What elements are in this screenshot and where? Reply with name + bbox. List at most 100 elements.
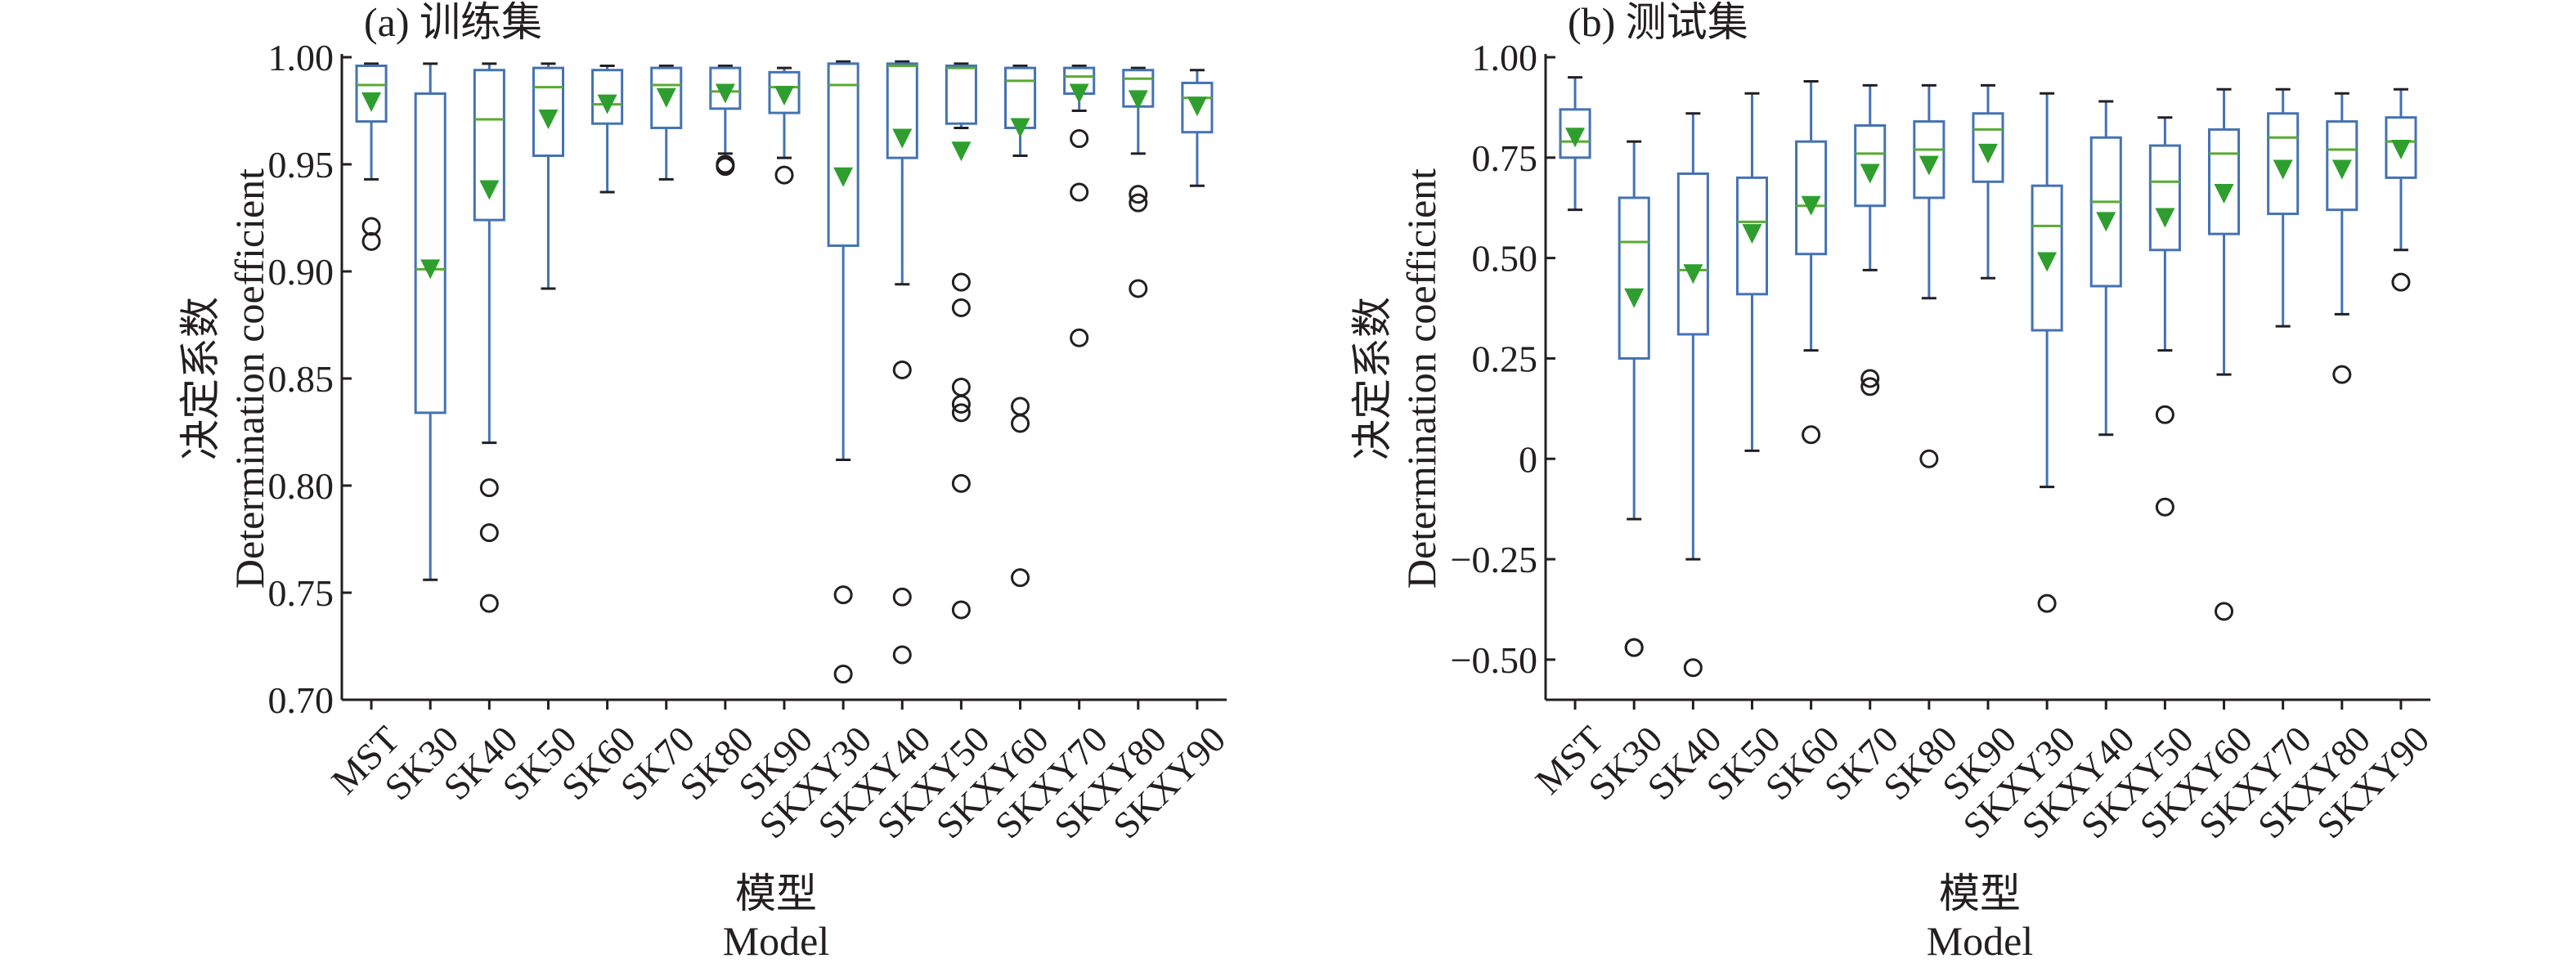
outlier-point <box>2037 594 2057 613</box>
x-axis-title-cn: 模型 <box>735 871 817 916</box>
y-tick-label: 0.75 <box>268 572 334 614</box>
outlier-point <box>833 665 853 684</box>
iqr-box <box>2385 116 2417 179</box>
box-SKXY80 <box>1122 66 1155 298</box>
box-MST <box>355 62 388 251</box>
outlier-point <box>833 585 853 605</box>
box-MST <box>1559 76 1591 212</box>
y-tick-label: −0.25 <box>1451 539 1537 580</box>
box-SK70 <box>650 64 683 181</box>
y-tick-label: 1.00 <box>268 37 334 78</box>
x-axis-title-en: Model <box>723 918 830 964</box>
box-SK60 <box>591 64 624 194</box>
outlier-point <box>1070 182 1089 202</box>
mean-marker <box>1683 264 1703 284</box>
outlier-point <box>1919 449 1939 468</box>
mean-marker <box>833 167 854 187</box>
outlier-point <box>1129 185 1148 204</box>
iqr-box <box>827 62 859 248</box>
iqr-box <box>1913 120 1945 199</box>
y-axis-title-cn: 决定系数 <box>177 297 223 460</box>
iqr-box <box>414 92 447 414</box>
mean-marker <box>420 259 441 280</box>
iqr-box <box>768 70 801 114</box>
mean-marker <box>479 180 500 200</box>
box-SK30 <box>414 62 447 581</box>
mean-marker <box>1187 96 1207 117</box>
box-SKXY50 <box>945 62 977 620</box>
iqr-box <box>2267 112 2300 216</box>
iqr-box <box>709 66 742 110</box>
mean-marker <box>1010 118 1030 138</box>
outlier-point <box>951 298 971 318</box>
y-tick-label: 0.70 <box>268 679 334 721</box>
mean-marker <box>1919 155 1939 176</box>
outlier-point <box>1683 658 1703 678</box>
iqr-box <box>650 66 683 129</box>
outlier-point <box>892 645 912 665</box>
outlier-point <box>1802 425 1821 445</box>
box-SKXY40 <box>2089 100 2122 437</box>
outlier-point <box>1860 377 1880 396</box>
outlier-point <box>1860 369 1880 388</box>
iqr-box <box>1854 124 1887 208</box>
x-axis-title-cn: 模型 <box>1939 871 2021 916</box>
iqr-box <box>1972 112 2004 183</box>
mean-marker <box>2214 184 2234 204</box>
mean-marker <box>597 94 617 114</box>
iqr-box <box>945 64 977 125</box>
panel-a-training-set: (a) 训练集 0.70 0.75 0.80 0.85 0.90 0.95 1.00 决定系数 D… <box>177 0 1233 964</box>
outlier-point <box>2155 405 2174 424</box>
box-SKXY30 <box>827 60 859 684</box>
box-SK70 <box>1854 83 1887 396</box>
y-tick-label: 0.25 <box>1472 338 1538 379</box>
outlier-point <box>1129 193 1148 213</box>
chart-title: (a) 训练集 <box>364 0 542 45</box>
iqr-box <box>1181 81 1214 134</box>
box-SKXY60 <box>2208 87 2241 621</box>
box-SK50 <box>532 62 565 290</box>
box-SKXY90 <box>2385 87 2417 292</box>
box-SK90 <box>1972 83 2004 280</box>
iqr-box <box>1735 176 1769 296</box>
mean-marker <box>1565 128 1586 148</box>
box-SK50 <box>1735 92 1769 452</box>
mean-marker <box>1069 83 1089 104</box>
iqr-box <box>591 69 624 125</box>
outlier-point <box>2332 365 2352 384</box>
mean-marker <box>1978 143 1998 163</box>
box-SKXY60 <box>1004 64 1037 588</box>
outlier-point <box>1011 568 1030 588</box>
iqr-box <box>2208 128 2241 235</box>
mean-marker <box>656 87 676 108</box>
mean-marker <box>538 109 559 129</box>
outlier-point <box>1070 328 1089 347</box>
box-SKXY70 <box>2267 87 2300 328</box>
mean-marker <box>2273 159 2293 180</box>
outlier-point <box>951 403 971 423</box>
box-SKXY80 <box>2326 92 2358 384</box>
box-SK40 <box>1676 112 1709 678</box>
outlier-point <box>716 157 735 177</box>
outlier-point <box>774 165 794 185</box>
outlier-point <box>951 600 971 620</box>
outlier-point <box>892 361 912 380</box>
outlier-point <box>2391 272 2411 292</box>
mean-marker <box>361 92 382 113</box>
outlier-point <box>2155 497 2174 517</box>
mean-marker <box>1801 195 1821 216</box>
outlier-point <box>479 594 499 613</box>
mean-marker <box>892 128 913 149</box>
y-tick-label: 0.75 <box>1472 137 1538 179</box>
chart-title: (b) 测试集 <box>1568 0 1748 45</box>
iqr-box <box>1618 196 1650 360</box>
outlier-point <box>951 394 971 414</box>
outlier-point <box>361 217 381 236</box>
y-axis-title-en: Determination coefficient <box>227 168 272 589</box>
outlier-point <box>1624 638 1644 657</box>
outlier-point <box>951 377 971 396</box>
box-SK40 <box>473 62 505 613</box>
mean-marker <box>1742 224 1762 244</box>
box-SKXY30 <box>2031 92 2063 613</box>
outlier-point <box>1011 414 1030 433</box>
